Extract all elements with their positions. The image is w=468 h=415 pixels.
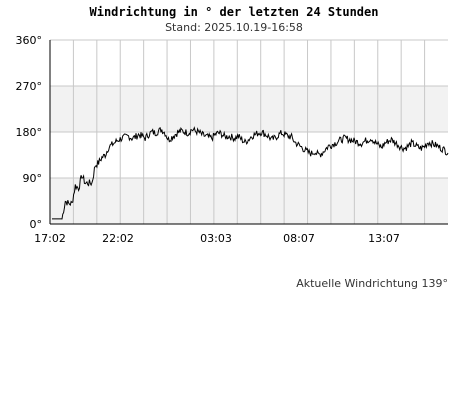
x-tick-label: 03:03 — [200, 232, 232, 245]
band-270-360 — [50, 40, 448, 86]
y-tick-label: 360° — [16, 34, 43, 47]
x-tick-label: 22:02 — [102, 232, 134, 245]
y-tick-label: 90° — [23, 172, 43, 185]
band-180-270 — [50, 86, 448, 132]
current-direction-label: Aktuelle Windrichtung 139° — [296, 277, 448, 290]
y-tick-label: 180° — [16, 126, 43, 139]
wind-direction-line — [52, 126, 449, 220]
x-tick-label: 17:02 — [34, 232, 66, 245]
y-tick-label: 270° — [16, 80, 43, 93]
chart-title: Windrichtung in ° der letzten 24 Stunden — [89, 5, 379, 19]
chart-subtitle: Stand: 2025.10.19-16:58 — [165, 21, 303, 34]
y-tick-label: 0° — [30, 218, 43, 231]
x-tick-label: 13:07 — [368, 232, 400, 245]
band-0-90 — [50, 178, 448, 224]
x-tick-label: 08:07 — [283, 232, 315, 245]
band-90-180 — [50, 132, 448, 178]
